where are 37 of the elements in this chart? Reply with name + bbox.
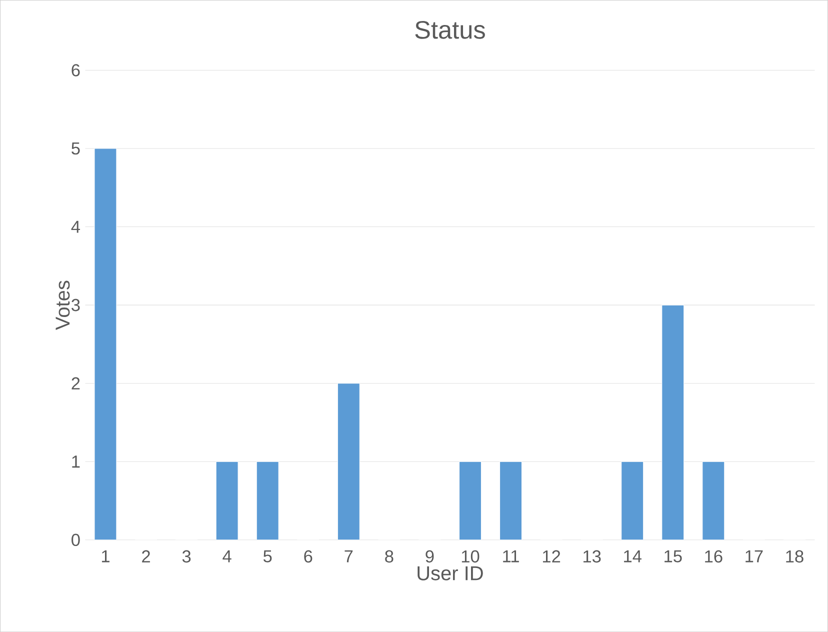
- bar: [338, 383, 360, 540]
- x-tick-label: 17: [746, 550, 763, 562]
- bar: [216, 462, 238, 540]
- x-tick-label: 6: [304, 550, 312, 563]
- x-tick-label: 11: [503, 550, 519, 562]
- y-tick-label: 0: [72, 534, 80, 546]
- x-tick-label: 1: [102, 550, 110, 562]
- y-tick-label: 2: [72, 377, 80, 390]
- bar: [621, 462, 644, 540]
- x-tick-label: 4: [222, 550, 232, 562]
- y-tick-label: 6: [72, 64, 80, 76]
- bar: [94, 148, 116, 540]
- bar: [459, 462, 482, 540]
- bar: [256, 462, 279, 540]
- y-tick-label: 1: [72, 456, 80, 468]
- bar: [500, 462, 522, 540]
- y-tick-label: 5: [72, 142, 80, 154]
- bar: [662, 305, 684, 540]
- x-tick-label: 14: [624, 550, 642, 562]
- x-tick-label: 8: [385, 550, 394, 563]
- x-axis-title: User ID: [418, 566, 483, 580]
- x-tick-label: 12: [542, 550, 560, 562]
- x-tick-label: 15: [664, 550, 682, 562]
- x-tick-label: 10: [462, 550, 480, 563]
- y-axis-title: Votes: [56, 280, 70, 330]
- x-tick-label: 16: [705, 550, 722, 563]
- x-tick-label: 13: [584, 550, 601, 563]
- y-tick-label: 4: [71, 220, 80, 233]
- x-tick-label: 9: [426, 550, 434, 563]
- x-tick-label: 7: [344, 550, 353, 562]
- bar: [702, 462, 724, 540]
- x-tick-label: 3: [182, 550, 191, 563]
- x-tick-label: 18: [786, 550, 804, 563]
- x-tick-label: 2: [142, 550, 150, 562]
- y-tick-label: 3: [72, 298, 80, 312]
- x-tick-label: 5: [263, 550, 272, 562]
- chart-title: Status: [415, 20, 485, 39]
